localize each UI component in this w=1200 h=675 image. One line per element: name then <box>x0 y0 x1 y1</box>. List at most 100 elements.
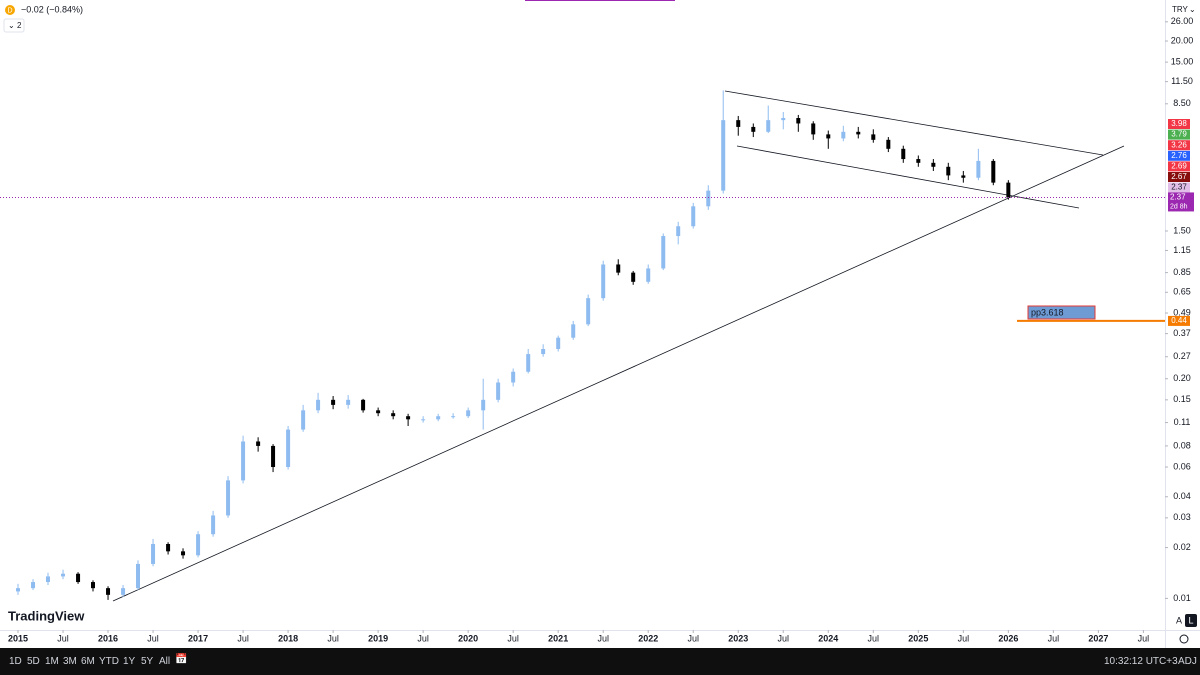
range-button[interactable]: 3M <box>63 656 77 667</box>
y-tick-label: 0.20 <box>1173 373 1191 383</box>
level-name-bg <box>1027 305 1096 320</box>
y-tick-label: 15.00 <box>1171 57 1194 67</box>
current-price-bg <box>1168 192 1194 212</box>
x-tick-label: Jul <box>237 633 249 643</box>
level-name: pp3.618 <box>1031 307 1064 317</box>
symbol-icon-bg <box>5 5 15 15</box>
price-label-bg <box>1168 119 1190 129</box>
candle-body <box>286 429 291 468</box>
indicator-count: 2 <box>17 21 22 30</box>
candle-body <box>301 410 306 430</box>
settings[interactable] <box>1179 634 1189 644</box>
level-label: 0.44 <box>1171 316 1187 325</box>
x-tick-label: Jul <box>147 633 159 643</box>
candle-body <box>181 551 186 556</box>
symbol-icon: D <box>7 7 12 14</box>
range-button[interactable]: 1Y <box>123 656 136 667</box>
level-label-bg <box>1168 315 1190 326</box>
y-tick-label: 0.85 <box>1173 267 1191 277</box>
candle-body <box>211 515 216 535</box>
price-label: 2.37 <box>1171 183 1187 192</box>
x-tick-label: 2022 <box>638 633 658 643</box>
candle-body <box>376 410 381 414</box>
candle-body <box>811 123 816 135</box>
candle-body <box>436 416 441 420</box>
candle-body <box>136 563 141 589</box>
price-label: 2.67 <box>1171 172 1187 181</box>
candle-body <box>721 120 726 191</box>
x-tick-label: 2015 <box>8 633 28 643</box>
candle-body <box>796 118 801 124</box>
trend-line <box>112 145 1125 602</box>
range-button[interactable]: YTD <box>99 656 119 667</box>
candle-body <box>691 206 696 227</box>
candle-body <box>886 139 891 149</box>
y-tick-label: 0.08 <box>1173 440 1191 450</box>
candle-body <box>451 416 456 418</box>
candle-body <box>856 131 861 135</box>
x-tick-label: Jul <box>507 633 519 643</box>
candle-body <box>121 588 126 595</box>
y-tick-label: 0.49 <box>1173 307 1191 317</box>
price-label: 2.69 <box>1171 162 1187 171</box>
candle-body <box>661 236 666 269</box>
clock: 10:32:12 UTC+3 <box>1104 656 1178 667</box>
price-label-bg <box>1168 150 1190 161</box>
candle-body <box>91 582 96 589</box>
x-tick-label: Jul <box>1138 633 1150 643</box>
candle-body <box>45 576 50 583</box>
y-tick-label: 0.03 <box>1173 512 1191 522</box>
indicator-toggle[interactable] <box>3 18 25 33</box>
candle-body <box>106 588 111 595</box>
log-toggle-bg[interactable] <box>1185 614 1197 627</box>
x-tick-label: Jul <box>597 633 609 643</box>
candle-body <box>331 399 336 405</box>
date-range-icon[interactable]: 📅 <box>175 654 188 665</box>
log-toggle: L <box>1188 615 1193 625</box>
range-button[interactable]: 1M <box>45 656 59 667</box>
price-label-bg <box>1168 182 1190 193</box>
candle-body <box>271 445 276 468</box>
price-label: 3.79 <box>1171 130 1187 139</box>
candle-body <box>346 399 351 405</box>
x-tick-label: 2016 <box>98 633 118 643</box>
price-label-bg <box>1168 161 1190 172</box>
range-button[interactable]: 1D <box>9 656 22 667</box>
candle-body <box>556 337 561 350</box>
candle-body <box>646 268 651 282</box>
candle-body <box>601 264 606 299</box>
range-button[interactable]: 5Y <box>141 656 154 667</box>
countdown: 2d 8h <box>1170 203 1188 210</box>
indicator-caret: ⌄ <box>8 21 15 30</box>
candle-body <box>916 159 921 163</box>
candle-body <box>871 134 876 140</box>
x-tick-label: Jul <box>417 633 429 643</box>
range-button[interactable]: All <box>159 656 171 667</box>
y-tick-label: 0.15 <box>1173 394 1191 404</box>
x-tick-label: 2027 <box>1088 633 1108 643</box>
candle-body <box>616 264 621 273</box>
range-button[interactable]: 5D <box>27 656 40 667</box>
candle-body <box>631 272 636 282</box>
y-tick-label: 26.00 <box>1171 16 1194 26</box>
candle-body <box>766 120 771 132</box>
range-button[interactable]: 6M <box>81 656 95 667</box>
x-tick-label: 2024 <box>818 633 838 643</box>
price-label: 3.26 <box>1171 140 1187 149</box>
candle-body <box>481 399 486 411</box>
candle-body <box>946 166 951 176</box>
adj[interactable]: ADJ <box>1178 656 1197 667</box>
candle-body <box>976 160 981 178</box>
currency[interactable]: TRY <box>1172 5 1189 14</box>
y-tick-label: 20.00 <box>1171 35 1194 45</box>
candle-body <box>706 190 711 207</box>
x-tick-label: 2023 <box>728 633 748 643</box>
candle-body <box>196 534 201 556</box>
y-tick-label: 0.02 <box>1173 542 1191 552</box>
candle-body <box>526 354 531 372</box>
x-tick-label: Jul <box>778 633 790 643</box>
candle-body <box>391 413 396 417</box>
y-tick-label: 0.06 <box>1173 461 1191 471</box>
auto-scale[interactable]: A <box>1176 615 1182 625</box>
candle-body <box>61 573 66 577</box>
